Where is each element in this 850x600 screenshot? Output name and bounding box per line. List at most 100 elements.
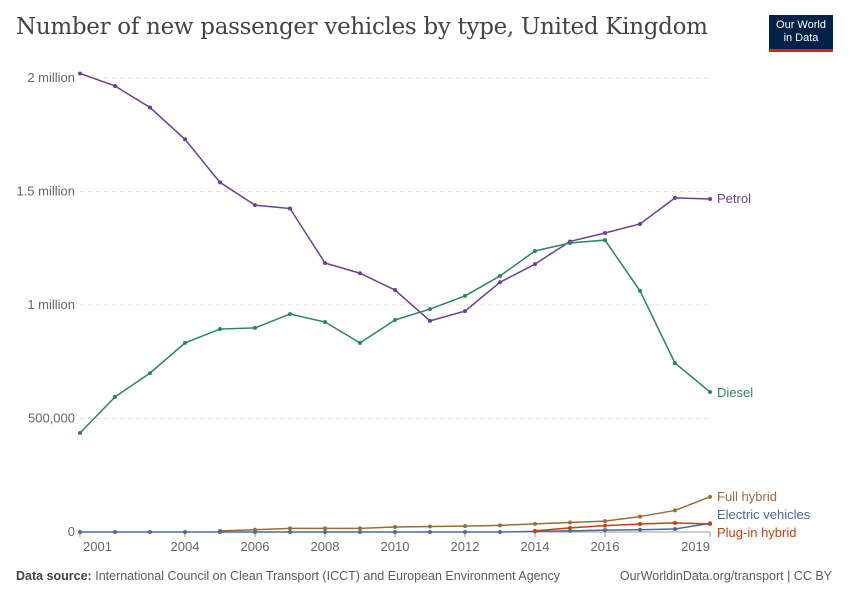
data-point <box>113 394 117 399</box>
data-point <box>463 524 467 529</box>
data-source: Data source: International Council on Cl… <box>16 569 560 583</box>
data-point <box>498 523 502 528</box>
data-point <box>428 307 432 312</box>
data-point <box>428 530 432 534</box>
data-point <box>638 221 642 226</box>
data-point <box>253 530 257 534</box>
data-point <box>218 327 222 332</box>
data-point <box>568 520 572 525</box>
x-tick-label: 2006 <box>241 539 270 554</box>
data-point <box>78 71 82 76</box>
data-point <box>253 203 257 208</box>
series-line-petrol <box>79 72 711 322</box>
data-point <box>358 271 362 276</box>
series-line-plug-in-hybrid <box>534 522 711 532</box>
data-point <box>673 361 677 366</box>
x-tick-label: 2010 <box>381 539 410 554</box>
data-point <box>183 340 187 345</box>
data-point <box>148 371 152 376</box>
data-point <box>463 309 467 314</box>
data-point <box>358 530 362 534</box>
data-point <box>673 520 677 525</box>
data-point <box>603 523 607 528</box>
series-label: Petrol <box>717 191 751 206</box>
data-point <box>463 530 467 534</box>
chart-title: Number of new passenger vehicles by type… <box>16 14 708 40</box>
data-point <box>183 137 187 142</box>
data-point <box>673 527 677 532</box>
data-point <box>323 526 327 531</box>
data-point <box>603 231 607 236</box>
x-tick-label: 2001 <box>83 539 112 554</box>
data-point <box>603 519 607 524</box>
y-tick-label: 2 million <box>27 70 75 85</box>
data-point <box>463 293 467 298</box>
data-point <box>673 195 677 200</box>
series-label: Plug-in hybrid <box>717 525 797 540</box>
data-point <box>288 526 292 531</box>
y-tick-label: 0 <box>68 524 75 539</box>
data-point <box>113 530 117 534</box>
series-line-diesel <box>79 239 711 434</box>
data-point <box>323 530 327 534</box>
series-label: Full hybrid <box>717 489 777 504</box>
data-point <box>708 522 712 527</box>
data-point <box>78 431 82 436</box>
data-point <box>708 389 712 394</box>
data-point <box>323 320 327 325</box>
data-point <box>393 288 397 293</box>
data-point <box>288 312 292 317</box>
data-point <box>113 83 117 88</box>
data-point <box>533 262 537 267</box>
x-tick-label: 2019 <box>681 539 710 554</box>
data-point <box>568 528 572 533</box>
data-point <box>603 238 607 243</box>
data-point <box>533 248 537 253</box>
x-tick-label: 2014 <box>521 539 550 554</box>
data-point <box>323 261 327 266</box>
data-point <box>428 524 432 529</box>
data-point <box>183 530 187 534</box>
owid-logo[interactable]: Our World in Data <box>769 15 833 52</box>
x-tick-label: 2016 <box>591 539 620 554</box>
data-point <box>638 288 642 293</box>
source-label: Data source: <box>16 569 92 583</box>
data-point <box>253 325 257 330</box>
data-point <box>673 508 677 513</box>
source-text: International Council on Clean Transport… <box>95 569 561 583</box>
y-tick-label: 500,000 <box>28 411 75 426</box>
data-point <box>393 525 397 530</box>
logo-line1: Our World <box>776 19 826 31</box>
data-point <box>288 530 292 534</box>
data-point <box>638 527 642 532</box>
data-point <box>358 340 362 345</box>
data-point <box>358 526 362 531</box>
x-tick-label: 2012 <box>451 539 480 554</box>
y-tick-label: 1.5 million <box>16 184 75 199</box>
series-label: Electric vehicles <box>717 507 811 522</box>
data-point <box>393 317 397 322</box>
owid-link[interactable]: OurWorldinData.org/transport | CC BY <box>619 569 832 583</box>
data-point <box>498 273 502 278</box>
data-point <box>148 530 152 534</box>
data-point <box>498 530 502 534</box>
data-point <box>603 528 607 533</box>
data-point <box>393 530 397 534</box>
data-point <box>78 530 82 534</box>
logo-line2: in Data <box>783 32 819 44</box>
data-point <box>498 280 502 285</box>
series-label: Diesel <box>717 385 753 400</box>
data-point <box>218 180 222 185</box>
data-point <box>568 241 572 246</box>
y-tick-label: 1 million <box>27 297 75 312</box>
data-point <box>708 196 712 201</box>
x-tick-label: 2008 <box>311 539 340 554</box>
x-tick-label: 2004 <box>171 539 200 554</box>
data-point <box>638 514 642 519</box>
data-point <box>533 528 537 533</box>
data-point <box>708 494 712 499</box>
data-point <box>288 206 292 211</box>
data-point <box>148 105 152 110</box>
data-point <box>218 530 222 534</box>
